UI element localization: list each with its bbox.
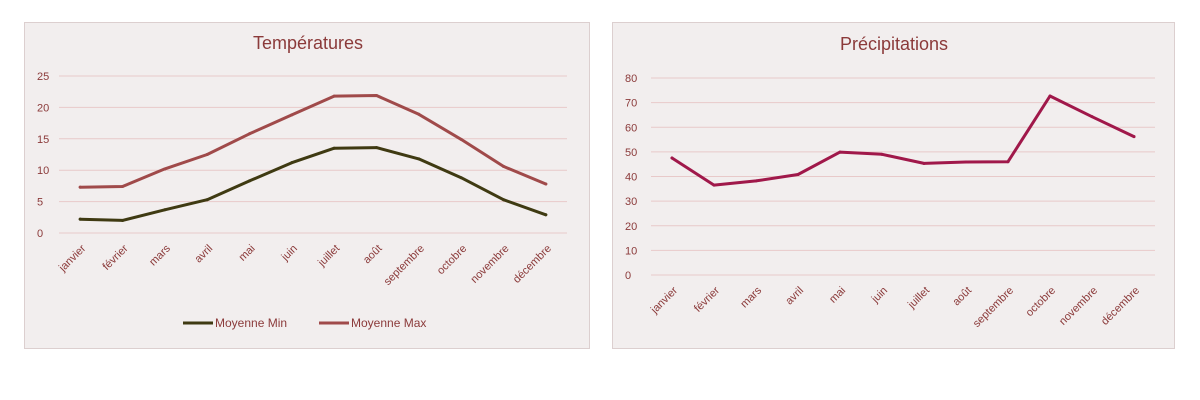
x-tick-label: octobre	[435, 243, 469, 277]
data-point	[417, 112, 421, 116]
x-tick-label: novembre	[1057, 285, 1100, 328]
data-point	[964, 160, 968, 164]
y-tick-label: 70	[625, 98, 637, 110]
x-tick-label: mars	[738, 284, 764, 310]
data-point	[163, 167, 167, 171]
data-point	[502, 198, 505, 202]
temperature-chart-svg: Températures 0 5 10 15 20 25 janvier février mars…	[37, 33, 567, 330]
data-point	[922, 161, 926, 165]
legend-label: Moyenne Min	[215, 316, 287, 330]
data-point	[332, 146, 336, 150]
y-tick-label: 10	[625, 245, 637, 257]
data-point	[459, 176, 463, 180]
x-tick-label: juin	[279, 243, 300, 264]
data-point	[290, 161, 294, 165]
data-point	[248, 132, 251, 136]
y-tick-label: 60	[625, 122, 637, 134]
y-tick-label: 0	[625, 270, 631, 282]
x-tick-label: juin	[869, 285, 890, 306]
data-point	[375, 146, 378, 150]
data-point	[544, 213, 548, 217]
chart-title: Précipitations	[840, 34, 948, 54]
chart-title: Températures	[253, 33, 363, 53]
data-point	[670, 156, 674, 160]
x-tick-label: avril	[783, 285, 806, 308]
x-tick-label: mai	[237, 243, 258, 264]
y-tick-label: 10	[37, 165, 49, 177]
data-point	[417, 157, 421, 161]
x-tick-label: décembre	[1099, 285, 1142, 328]
y-tick-label: 20	[37, 102, 49, 114]
x-tick-label: mai	[827, 285, 848, 306]
data-point	[1048, 94, 1052, 98]
y-tick-label: 15	[37, 134, 49, 146]
data-point	[796, 173, 800, 177]
data-point	[205, 198, 209, 202]
y-tick-label: 80	[625, 73, 637, 85]
data-point	[163, 208, 167, 212]
x-tick-label: février	[101, 242, 131, 272]
y-tick-label: 40	[625, 172, 637, 184]
x-tick-label: décembre	[511, 243, 554, 286]
data-point	[1090, 115, 1094, 119]
x-tick-label: mars	[147, 242, 173, 268]
series-line	[78, 94, 548, 189]
data-point	[712, 183, 716, 187]
data-point	[375, 93, 378, 97]
data-point	[121, 185, 124, 189]
x-tick-label: septembre	[382, 243, 427, 288]
x-tick-label: septembre	[971, 285, 1016, 330]
x-tick-label: octobre	[1024, 285, 1058, 319]
series-line	[670, 94, 1136, 187]
x-tick-label: novembre	[469, 243, 512, 286]
precipitation-chart: Précipitations 0 10 20 30 40 50 60 70 80 janvier fé…	[612, 22, 1175, 349]
y-tick-label: 30	[625, 196, 637, 208]
x-tick-label: juillet	[905, 285, 932, 312]
data-point	[1006, 160, 1010, 164]
x-tick-label: août	[361, 243, 385, 267]
data-point	[544, 182, 548, 186]
series-line	[78, 146, 548, 222]
y-tick-label: 25	[37, 71, 49, 83]
data-point	[248, 179, 251, 183]
data-point	[502, 164, 505, 168]
data-point	[459, 137, 463, 141]
data-point	[205, 153, 209, 156]
x-tick-label: janvier	[56, 242, 88, 274]
y-tick-label: 5	[37, 197, 43, 209]
x-tick-label: avril	[193, 243, 216, 266]
temperature-chart: Températures 0 5 10 15 20 25 janvier février mars…	[24, 22, 590, 349]
data-point	[290, 113, 294, 117]
y-tick-label: 50	[625, 147, 637, 159]
x-tick-label: janvier	[648, 284, 680, 316]
data-point	[754, 179, 758, 183]
data-point	[332, 94, 336, 98]
data-point	[78, 185, 82, 189]
data-point	[121, 218, 124, 222]
legend-label: Moyenne Max	[351, 316, 426, 330]
x-tick-label: février	[692, 284, 722, 314]
y-tick-label: 20	[625, 221, 637, 233]
x-tick-label: juillet	[315, 243, 342, 270]
data-point	[1132, 135, 1136, 139]
precipitation-chart-svg: Précipitations 0 10 20 30 40 50 60 70 80 janvier fé…	[625, 34, 1155, 330]
x-tick-label: août	[950, 285, 974, 309]
data-point	[880, 152, 884, 156]
data-point	[838, 150, 842, 154]
data-point	[78, 217, 82, 221]
y-tick-label: 0	[37, 228, 43, 240]
